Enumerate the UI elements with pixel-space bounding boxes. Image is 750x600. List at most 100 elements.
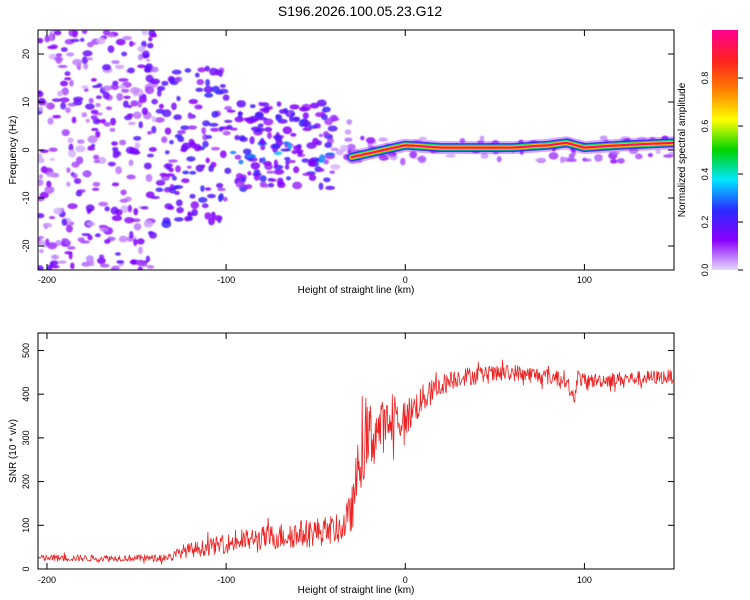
spectrogram-cell — [224, 119, 233, 123]
spectrogram-cell — [171, 175, 177, 181]
spectrogram-cell — [171, 69, 182, 75]
spectrogram-cell — [302, 112, 309, 120]
spectrogram-cell — [129, 231, 134, 239]
spectrogram-cell — [86, 57, 94, 61]
spectrogram-cell — [138, 246, 143, 255]
spectrogram-cell — [85, 204, 95, 212]
spectrogram-cell — [81, 30, 88, 35]
spectrogram-cell — [254, 112, 264, 118]
spectrogram-cell — [280, 148, 291, 152]
spectrogram-cell — [568, 153, 575, 161]
spectrogram-cell — [417, 155, 427, 164]
snr-ytick-label: 0 — [21, 566, 31, 571]
spectrogram-noise — [38, 30, 674, 270]
spectrogram-cell — [137, 45, 146, 52]
spectrogram-cell — [330, 164, 341, 170]
spectrogram-cell — [151, 125, 157, 134]
spectrogram-cell — [399, 157, 406, 166]
spectrogram-cell — [98, 201, 109, 207]
spectrogram-cell — [70, 38, 80, 43]
spectrogram-cell — [75, 145, 86, 153]
spectrogram-cell — [246, 154, 257, 158]
spectrogram-cell — [120, 189, 127, 196]
spectrogram-ytick-label: 20 — [21, 49, 31, 59]
spectrogram-cell — [111, 182, 120, 187]
spectrogram-cell — [83, 63, 89, 70]
spectrogram-cell — [103, 121, 111, 127]
spectrogram-cell — [264, 126, 273, 133]
spectrogram-cell — [314, 112, 325, 118]
spectrogram-cell — [284, 164, 290, 170]
spectrogram-cell — [188, 115, 193, 120]
spectrogram-cell — [159, 172, 168, 177]
spectrogram-cell — [200, 185, 205, 192]
spectrogram-cell — [68, 143, 74, 152]
spectrogram-cell — [212, 215, 223, 221]
spectrogram-cell — [177, 130, 186, 135]
spectrogram-cell — [44, 185, 55, 194]
spectrogram-cell — [346, 143, 356, 151]
spectrogram-cell — [116, 92, 124, 101]
spectrogram-cell — [147, 42, 154, 49]
spectrogram-cell — [208, 164, 214, 173]
spectrogram-cell — [57, 64, 68, 69]
spectrogram-cell — [102, 30, 111, 36]
snr-panel: -200 -100 0 100 0 100 200 300 400 500 Height of s… — [8, 332, 675, 596]
spectrogram-cell — [285, 176, 292, 181]
spectrogram-cell — [143, 162, 152, 170]
spectrogram-cell — [110, 117, 117, 126]
snr-ytick-label: 300 — [21, 430, 31, 445]
spectrogram-cell — [257, 117, 268, 121]
spectrogram-cell — [73, 99, 83, 106]
spectrogram-cell — [282, 126, 293, 135]
spectrogram-cell — [141, 50, 150, 59]
spectrogram-cell — [344, 129, 352, 135]
spectrogram-cell — [173, 184, 184, 190]
spectrogram-cell — [222, 94, 230, 101]
spectrogram-cell — [81, 233, 91, 237]
figure-title: S196.2026.100.05.23.G12 — [278, 3, 442, 19]
spectrogram-cell — [284, 156, 291, 161]
spectrogram-cell — [285, 160, 291, 165]
spectrogram-cell — [55, 53, 63, 57]
spectrogram-cell — [616, 158, 625, 164]
spectrogram-cell — [69, 79, 74, 87]
spectrogram-cell — [66, 167, 71, 173]
spectrogram-cell — [301, 158, 310, 163]
spectrogram-cell — [112, 80, 119, 86]
spectrogram-cell — [115, 209, 123, 216]
spectrogram-cell — [134, 142, 141, 149]
spectrogram-cell — [292, 145, 302, 151]
spectrogram-cell — [161, 80, 169, 86]
spectrogram-cell — [145, 58, 150, 62]
colorbar-tick-label: 0.4 — [700, 168, 710, 181]
spectrogram-cell — [99, 263, 110, 268]
snr-ytick-label: 200 — [21, 474, 31, 489]
spectrogram-cell — [302, 127, 312, 132]
spectrogram-cell — [64, 240, 72, 245]
snr-ytick-label: 400 — [21, 387, 31, 402]
spectrogram-cell — [81, 112, 88, 118]
spectrogram-cell — [318, 133, 324, 138]
spectrogram-cell — [273, 159, 279, 168]
spectrogram-cell — [216, 182, 224, 189]
spectrogram-cell — [175, 165, 181, 173]
spectrogram-cell — [168, 76, 176, 84]
spectrogram-cell — [308, 174, 317, 181]
colorbar-tick-label: 0.6 — [700, 120, 710, 133]
snr-frame — [37, 332, 675, 570]
spectrogram-cell — [66, 52, 75, 57]
spectrogram-cell — [259, 175, 267, 182]
spectrogram-cell — [201, 127, 207, 135]
spectrogram-cell — [75, 190, 83, 197]
spectrogram-cell — [68, 251, 73, 260]
spectrogram-cell — [61, 129, 70, 137]
spectrogram-cell — [138, 98, 147, 104]
spectrogram-cell — [253, 173, 261, 181]
spectrogram-cell — [191, 208, 198, 217]
spectrogram-cell — [445, 153, 456, 158]
spectrogram-cell — [322, 106, 331, 113]
spectrogram-cell — [133, 208, 139, 216]
spectrogram-cell — [289, 159, 296, 164]
spectrogram-cell — [346, 119, 353, 125]
